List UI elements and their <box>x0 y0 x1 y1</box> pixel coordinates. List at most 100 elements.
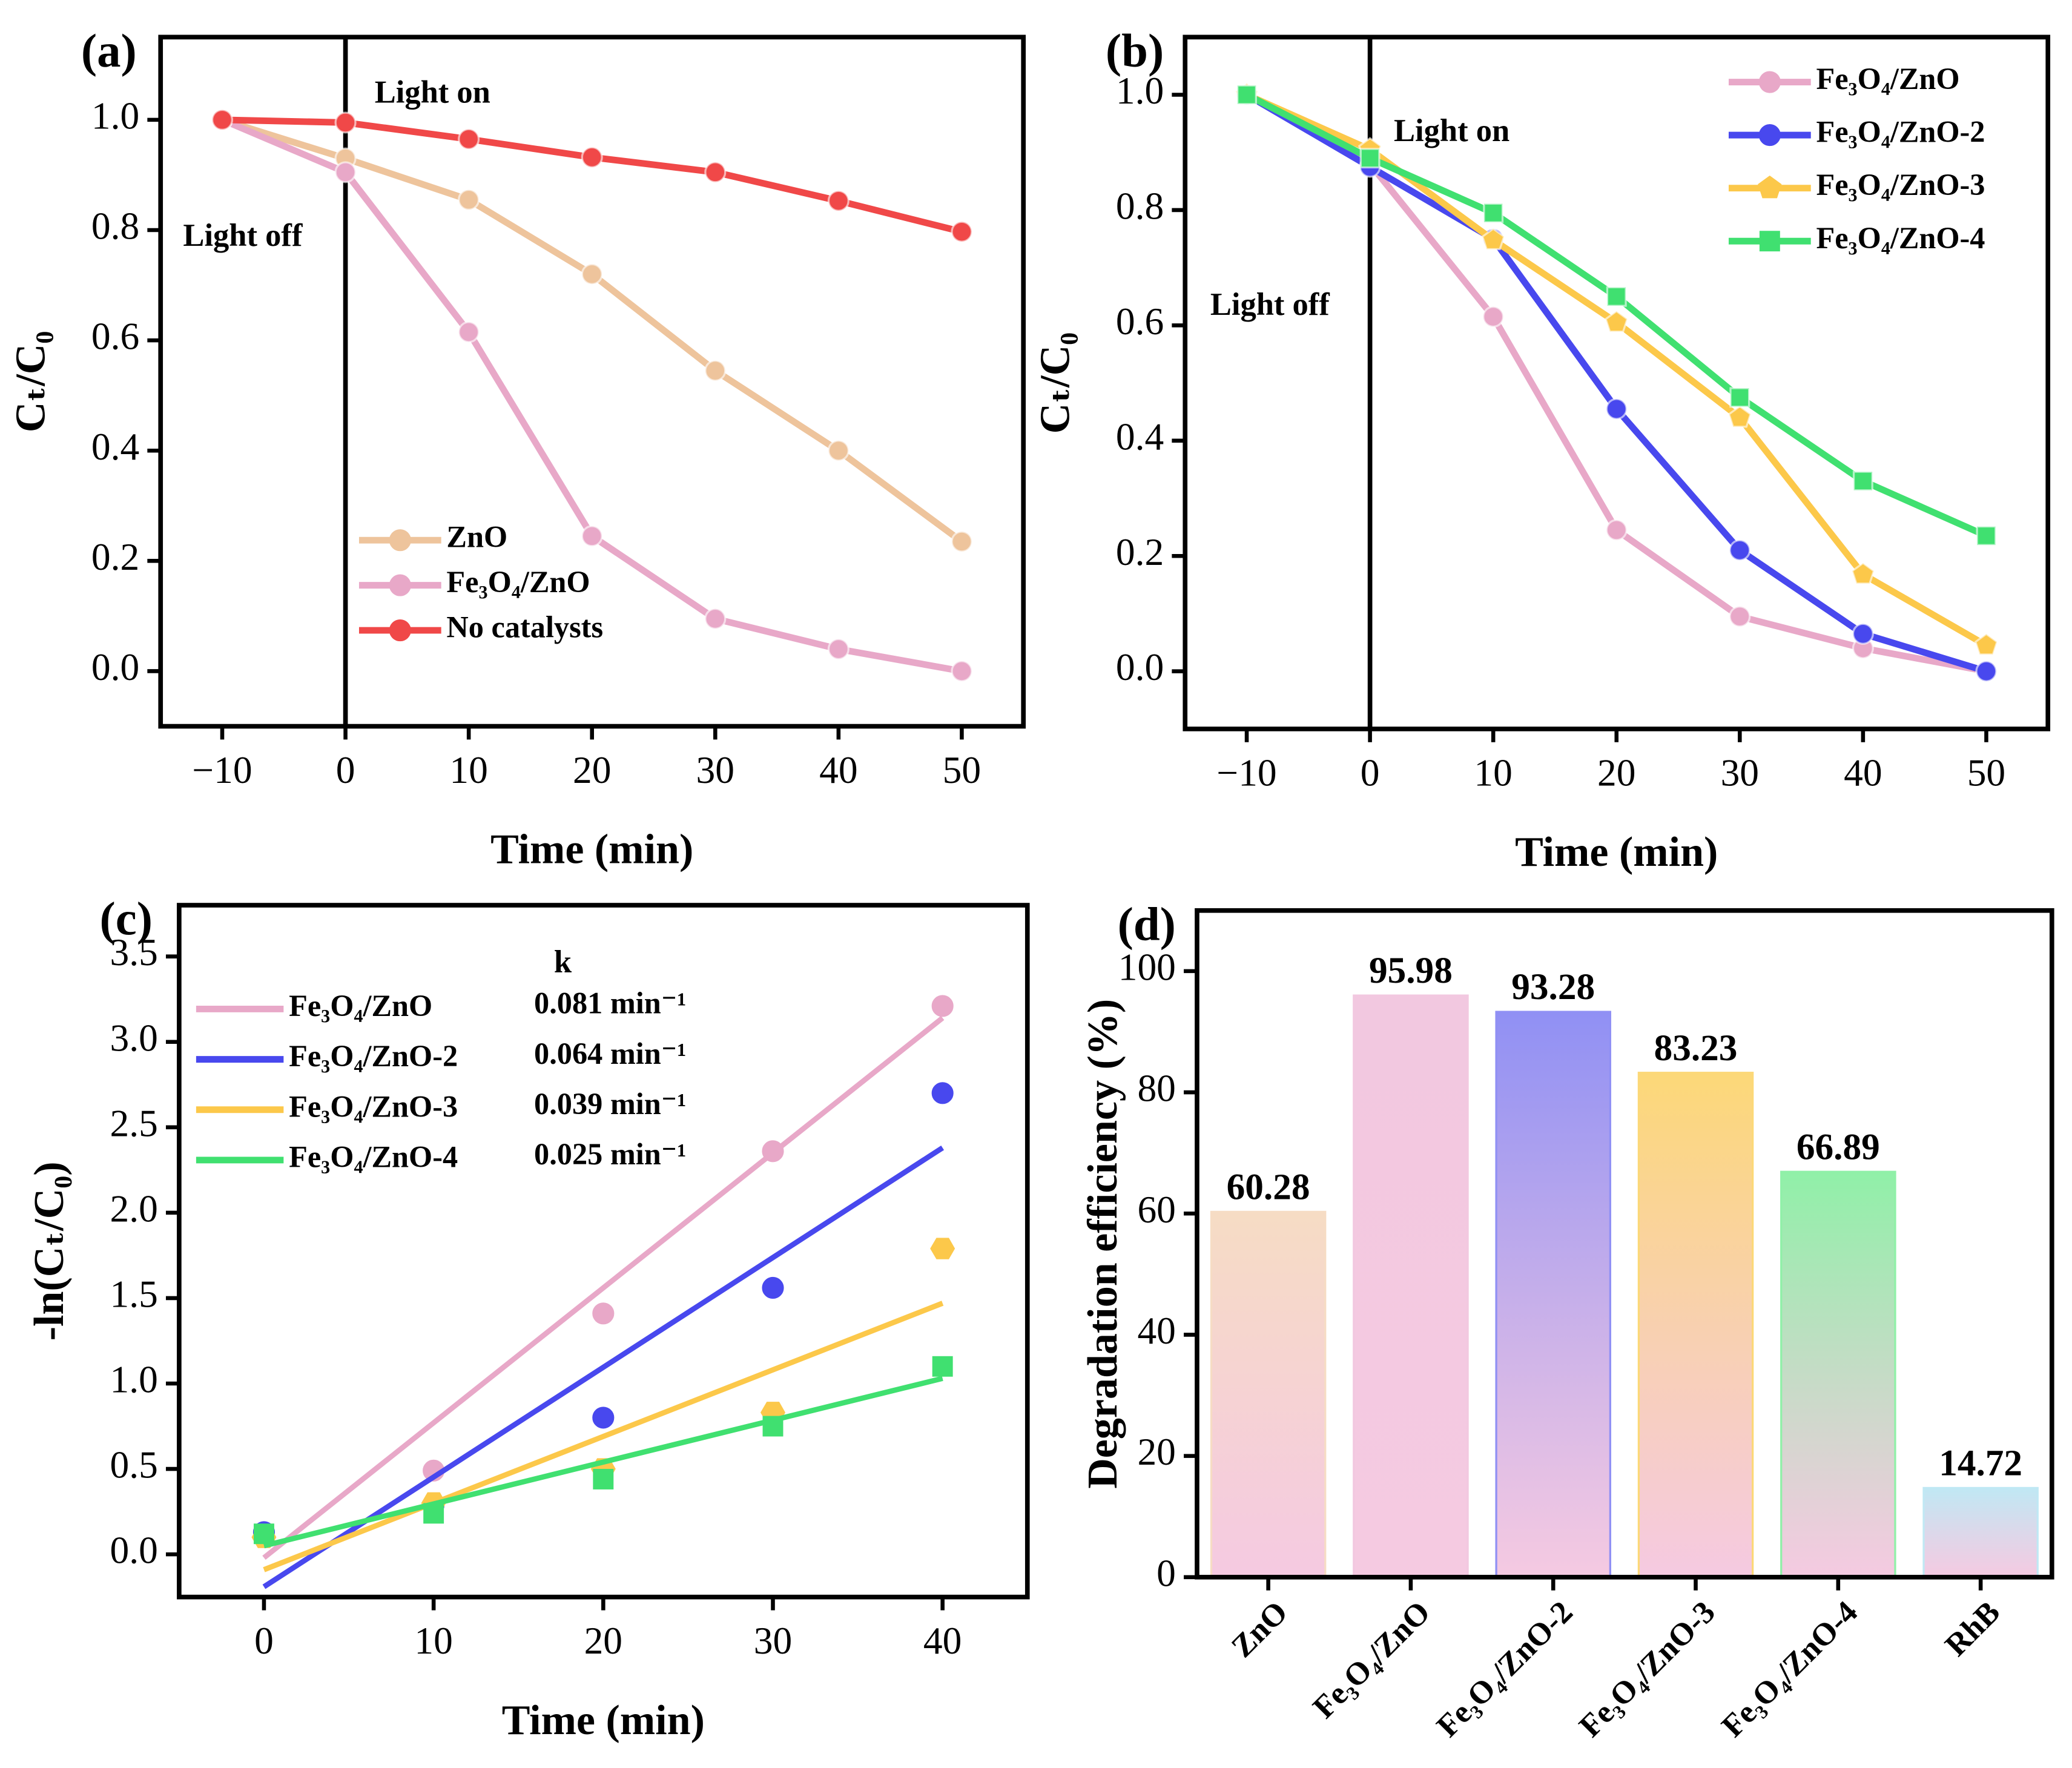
legend-label: Fe₃O₄/ZnO <box>1816 62 1959 96</box>
bar-value-label: 95.98 <box>1369 950 1453 991</box>
x-tick-label: 0 <box>254 1619 274 1662</box>
marker <box>762 1416 784 1437</box>
x-tick-label: 40 <box>1844 751 1882 794</box>
x-tick-label: RhB <box>1938 1594 2007 1663</box>
marker <box>581 525 603 547</box>
legend-title: k <box>554 945 572 980</box>
marker <box>592 1407 615 1429</box>
marker <box>1974 633 1999 656</box>
y-tick-label: 20 <box>1137 1430 1175 1473</box>
marker <box>930 1238 955 1259</box>
marker <box>762 1140 784 1163</box>
marker <box>581 146 603 168</box>
marker <box>932 1356 953 1377</box>
fit-line <box>262 1015 945 1560</box>
marker <box>458 128 480 150</box>
y-tick-label: 2.5 <box>110 1101 158 1144</box>
panel-label: (b) <box>1106 25 1164 78</box>
marker <box>951 220 973 243</box>
marker <box>1758 175 1782 199</box>
y-tick-label: 80 <box>1137 1067 1175 1110</box>
legend-label: No catalysts <box>446 610 603 644</box>
y-tick-label: 0.0 <box>110 1529 158 1572</box>
x-tick-label: 40 <box>819 748 857 791</box>
x-tick-label: 0 <box>336 748 355 791</box>
marker <box>1852 622 1874 645</box>
x-axis-label: Time (min) <box>490 826 693 873</box>
x-tick-label: Fe₃O₄/ZnO-4 <box>1715 1594 1864 1744</box>
legend-k: 0.081 min⁻¹ <box>534 986 686 1020</box>
marker <box>389 574 411 596</box>
marker <box>253 1523 274 1545</box>
y-axis-label: Degradation efficiency (%) <box>1080 999 1126 1489</box>
legend-label: Fe₃O₄/ZnO-4 <box>1816 221 1985 255</box>
marker <box>1975 660 1998 682</box>
bar-value-label: 93.28 <box>1511 966 1595 1008</box>
plot-frame <box>158 35 1026 729</box>
panel-label: (d) <box>1118 899 1176 951</box>
bar <box>1780 1170 1896 1578</box>
marker <box>931 995 954 1017</box>
bar-value-label: 14.72 <box>1939 1443 2022 1484</box>
bar <box>1637 1072 1754 1578</box>
x-tick-label: 30 <box>754 1619 792 1662</box>
fit-line <box>262 1145 945 1589</box>
panel-label: (a) <box>81 25 137 78</box>
marker <box>827 440 850 462</box>
marker <box>1729 605 1751 628</box>
marker <box>704 360 727 382</box>
y-tick-label: 0.6 <box>1116 300 1164 343</box>
bar <box>1922 1486 2039 1578</box>
x-tick-label: 20 <box>584 1619 622 1662</box>
y-tick-label: 3.0 <box>110 1016 158 1059</box>
plot-frame <box>1195 908 2054 1580</box>
marker <box>1851 562 1875 585</box>
y-tick-label: 1.0 <box>1116 69 1164 112</box>
marker <box>827 190 850 212</box>
marker <box>1605 398 1628 420</box>
x-axis-label: Time (min) <box>1515 829 1718 876</box>
y-tick-label: 0.8 <box>1116 185 1164 228</box>
y-tick-label: 0.4 <box>91 425 139 468</box>
legend-k: 0.064 min⁻¹ <box>534 1037 686 1070</box>
marker <box>211 108 234 131</box>
marker <box>951 660 973 682</box>
marker <box>1482 306 1505 328</box>
x-tick-label: 50 <box>1967 751 2005 794</box>
marker <box>334 161 357 183</box>
y-tick-label: 0.2 <box>1116 530 1164 573</box>
x-tick-label: 10 <box>1474 751 1512 794</box>
legend-label: Fe₃O₄/ZnO <box>446 565 590 599</box>
y-tick-label: 60 <box>1137 1188 1175 1231</box>
legend-label: Fe₃O₄/ZnO-3 <box>289 1089 458 1123</box>
marker <box>581 263 603 285</box>
y-tick-label: 0.2 <box>91 535 139 578</box>
marker <box>423 1503 444 1524</box>
marker <box>1605 309 1629 333</box>
series-line <box>221 116 964 544</box>
legend-label: Fe₃O₄/ZnO-3 <box>1816 168 1985 202</box>
marker <box>1605 519 1628 541</box>
legend-label: Fe₃O₄/ZnO <box>289 989 432 1023</box>
annotation: Light on <box>375 75 490 110</box>
y-tick-label: 3.5 <box>110 931 158 974</box>
y-tick-label: 1.5 <box>110 1272 158 1315</box>
y-tick-label: 0.4 <box>1116 415 1164 458</box>
x-axis-label: Time (min) <box>502 1697 705 1744</box>
y-axis-label: -ln(Cₜ/C₀) <box>26 1161 73 1341</box>
bar <box>1353 994 1469 1578</box>
marker <box>458 188 480 211</box>
legend-label: Fe₃O₄/ZnO-2 <box>289 1039 458 1073</box>
y-axis-label: Cₜ/C₀ <box>7 331 54 433</box>
y-tick-label: 1.0 <box>91 94 139 137</box>
y-tick-label: 0.8 <box>91 205 139 248</box>
y-tick-label: 0.5 <box>110 1443 158 1486</box>
x-tick-label: −10 <box>192 748 252 791</box>
annotation: Light off <box>1210 287 1330 322</box>
plot-frame <box>1183 35 2051 731</box>
marker <box>1759 231 1780 252</box>
panel-label: (c) <box>100 893 153 946</box>
legend-label: Fe₃O₄/ZnO-4 <box>289 1140 458 1173</box>
